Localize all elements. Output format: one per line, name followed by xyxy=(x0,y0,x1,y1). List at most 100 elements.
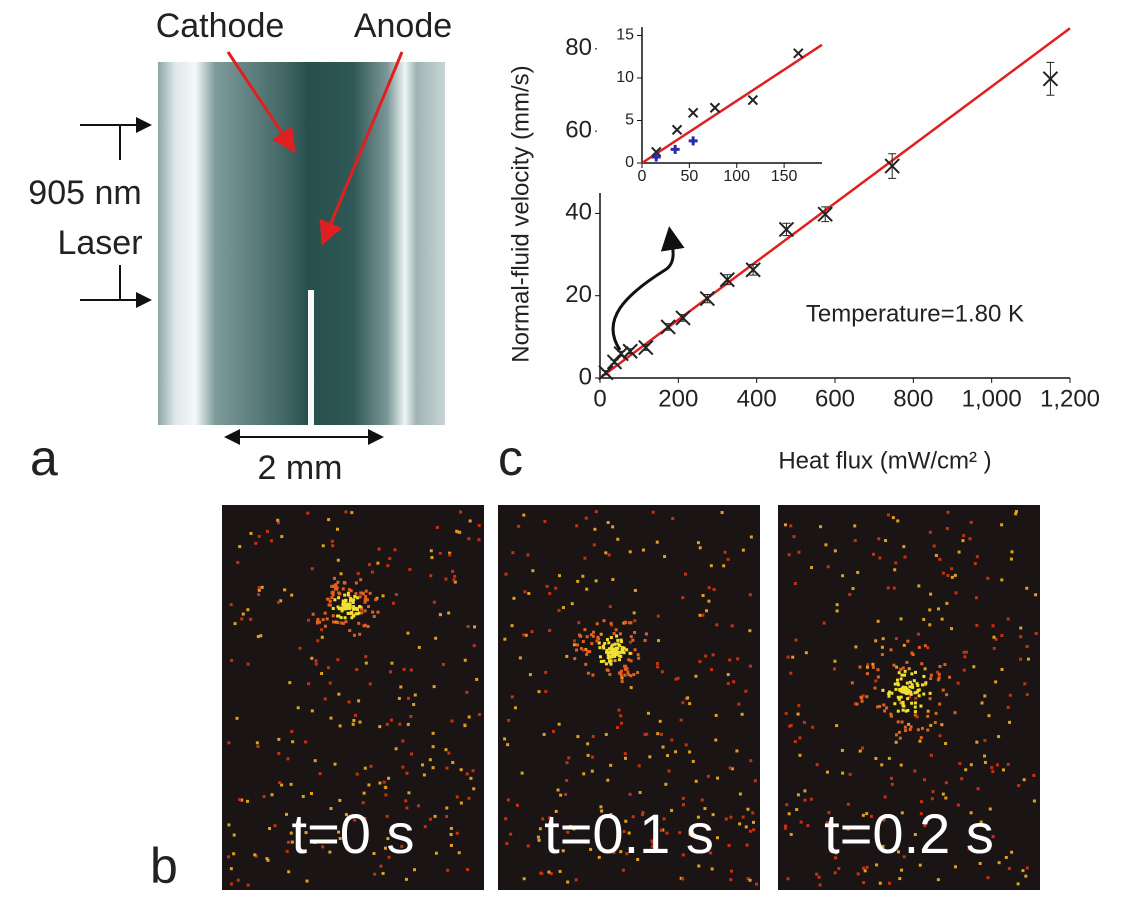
speckle xyxy=(978,861,982,865)
speckle xyxy=(255,741,259,745)
speckle xyxy=(238,545,242,549)
data-point xyxy=(1042,71,1059,87)
speckle xyxy=(936,678,940,682)
speckle xyxy=(609,813,613,817)
speckle xyxy=(986,576,990,580)
speckle xyxy=(511,551,515,555)
speckle xyxy=(448,551,452,555)
speckle xyxy=(688,750,692,754)
speckle xyxy=(575,524,579,528)
speckle xyxy=(992,646,996,650)
speckle xyxy=(623,756,627,760)
speckle xyxy=(565,778,569,782)
speckle xyxy=(983,760,987,764)
speckle xyxy=(388,557,392,561)
speckle xyxy=(628,550,632,554)
speckle xyxy=(537,690,541,694)
speckle xyxy=(626,670,630,674)
speckle xyxy=(651,510,655,514)
speckle xyxy=(289,831,293,835)
speckle xyxy=(609,621,613,625)
speckle xyxy=(289,782,293,786)
speckle xyxy=(290,593,294,597)
speckle xyxy=(895,733,899,737)
speckle xyxy=(919,736,923,740)
speckle xyxy=(351,722,355,726)
speckle xyxy=(716,776,720,780)
speckle xyxy=(854,645,858,649)
speckle xyxy=(232,852,236,856)
speckle xyxy=(434,851,438,855)
speckle xyxy=(605,650,609,654)
speckle xyxy=(887,692,891,696)
speckle xyxy=(400,844,404,848)
speckle xyxy=(229,603,233,607)
speckle xyxy=(944,796,948,800)
speckle xyxy=(625,852,629,856)
speckle xyxy=(257,534,261,538)
speckle xyxy=(330,591,334,595)
speckle xyxy=(898,736,902,740)
speckle xyxy=(354,713,358,717)
speckle xyxy=(889,776,893,780)
speckle xyxy=(810,566,814,570)
speckle xyxy=(728,766,732,770)
speckle xyxy=(920,800,924,804)
speckle xyxy=(676,676,680,680)
speckle xyxy=(794,638,798,642)
speckle xyxy=(447,751,451,755)
speckle xyxy=(741,815,745,819)
speckle xyxy=(943,663,947,667)
speckle xyxy=(360,607,364,611)
speckle xyxy=(393,548,397,552)
speckle xyxy=(726,673,730,677)
speckle xyxy=(804,651,808,655)
speckle xyxy=(438,613,442,617)
data-point xyxy=(699,290,716,307)
speckle xyxy=(423,825,427,829)
speckle xyxy=(372,615,376,619)
speckle xyxy=(296,706,300,710)
speckle xyxy=(343,593,347,597)
speckle xyxy=(405,771,409,775)
speckle xyxy=(445,766,449,770)
speckle xyxy=(620,676,624,680)
speckle xyxy=(609,763,613,767)
speckle xyxy=(900,690,904,694)
speckle xyxy=(889,712,893,716)
speckle xyxy=(992,635,996,639)
speckle xyxy=(632,673,636,677)
speckle xyxy=(1006,705,1010,709)
speckle xyxy=(416,804,420,808)
speckle xyxy=(469,776,473,780)
speckle xyxy=(316,619,320,623)
speckle xyxy=(330,539,334,543)
speckle xyxy=(331,584,335,588)
speckle xyxy=(698,546,702,550)
speckle xyxy=(651,844,655,848)
speckle xyxy=(348,599,352,603)
speckle xyxy=(230,658,234,662)
speckle xyxy=(331,607,335,611)
speckle xyxy=(901,666,905,670)
speckle xyxy=(607,654,611,658)
speckle xyxy=(924,681,928,685)
speckle xyxy=(865,672,869,676)
speckle xyxy=(638,791,642,795)
speckle xyxy=(323,624,327,628)
speckle xyxy=(284,812,288,816)
speckle xyxy=(313,840,317,844)
speckle xyxy=(611,653,615,657)
speckle xyxy=(938,734,942,738)
speckle xyxy=(619,638,623,642)
speckle xyxy=(894,561,898,565)
speckle xyxy=(903,669,907,673)
data-point xyxy=(817,206,833,222)
speckle xyxy=(629,659,633,663)
speckle xyxy=(665,831,669,835)
speckle xyxy=(732,680,736,684)
speckle xyxy=(566,830,570,834)
speckle xyxy=(913,691,917,695)
speckle xyxy=(627,673,631,677)
speckle xyxy=(363,609,367,613)
